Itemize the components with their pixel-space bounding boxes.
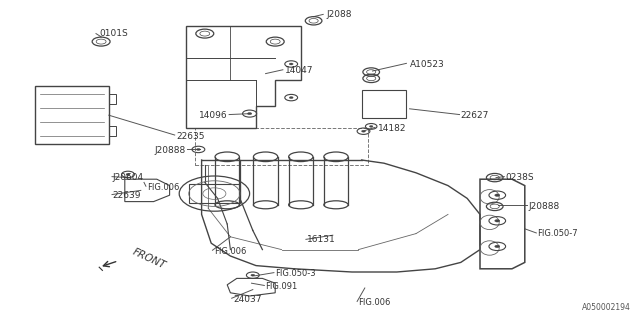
- Text: FIG.006: FIG.006: [147, 183, 180, 192]
- Text: 14047: 14047: [285, 66, 314, 75]
- Text: 0101S: 0101S: [99, 29, 128, 38]
- Text: FRONT: FRONT: [131, 246, 168, 271]
- Text: J20888: J20888: [528, 202, 559, 211]
- Bar: [195, 128, 368, 165]
- Circle shape: [289, 63, 293, 65]
- Text: J20888: J20888: [154, 146, 186, 155]
- Bar: [35, 86, 109, 144]
- Text: 16131: 16131: [307, 236, 336, 244]
- Circle shape: [196, 148, 200, 150]
- Text: 22639: 22639: [112, 191, 141, 200]
- Text: J2088: J2088: [326, 10, 352, 19]
- Text: 24037: 24037: [234, 295, 262, 304]
- Bar: [109, 94, 116, 104]
- Text: 22635: 22635: [176, 132, 205, 140]
- Text: 14096: 14096: [198, 111, 227, 120]
- Text: FIG.006: FIG.006: [358, 298, 391, 307]
- Circle shape: [126, 173, 130, 175]
- Text: FIG.050-7: FIG.050-7: [538, 229, 578, 238]
- Circle shape: [495, 220, 500, 222]
- Text: FIG.050-3: FIG.050-3: [275, 269, 316, 278]
- Text: FIG.006: FIG.006: [214, 247, 247, 256]
- Circle shape: [251, 274, 255, 276]
- Bar: [362, 90, 406, 118]
- Text: 0238S: 0238S: [506, 173, 534, 182]
- Bar: [189, 184, 240, 203]
- Text: FIG.091: FIG.091: [266, 282, 298, 291]
- Text: A050002194: A050002194: [582, 303, 630, 312]
- Circle shape: [495, 194, 500, 196]
- Text: J20604: J20604: [112, 173, 143, 182]
- Bar: [109, 126, 116, 136]
- Text: 22627: 22627: [461, 111, 489, 120]
- Circle shape: [362, 130, 365, 132]
- Circle shape: [495, 245, 500, 248]
- Circle shape: [369, 125, 373, 127]
- Text: 14182: 14182: [378, 124, 406, 132]
- Circle shape: [248, 113, 252, 115]
- Text: A10523: A10523: [410, 60, 444, 68]
- Circle shape: [289, 97, 293, 99]
